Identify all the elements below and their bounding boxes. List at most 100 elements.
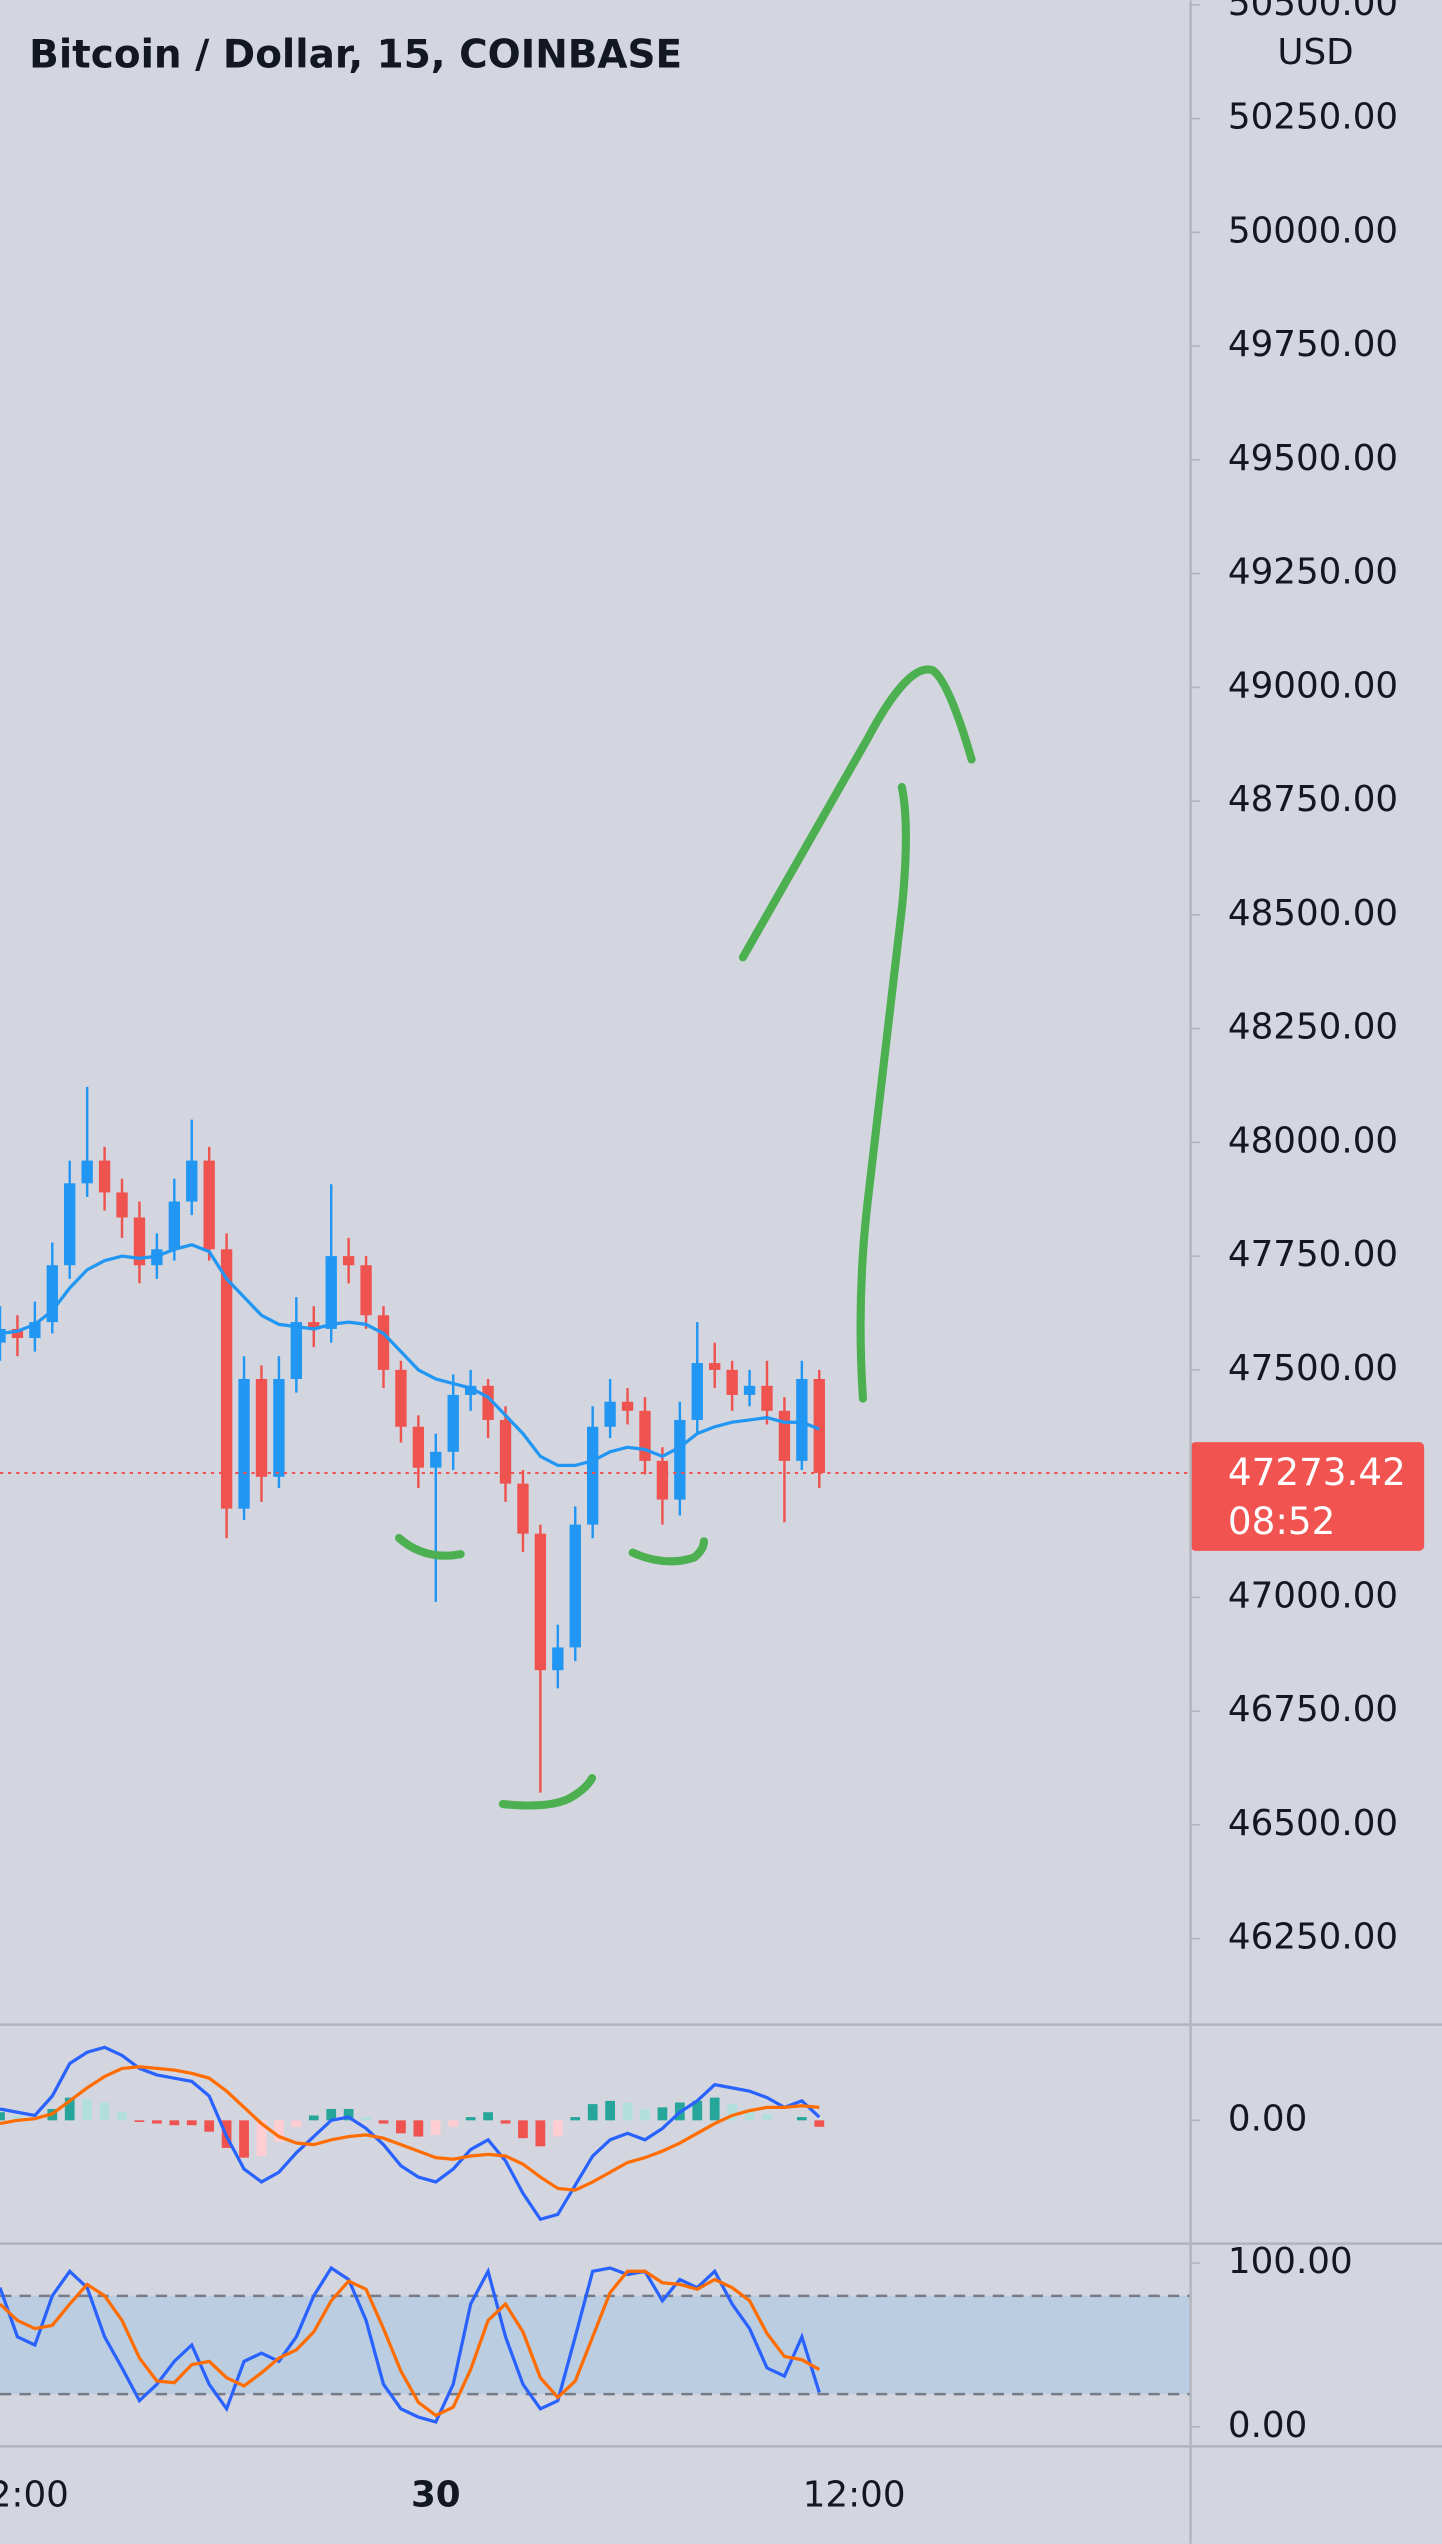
macd-histogram-bar (396, 2120, 406, 2134)
candle-body (325, 1256, 337, 1329)
candle-body (220, 1249, 233, 1509)
candle-body (46, 1265, 58, 1323)
candle-body (255, 1378, 268, 1477)
drawing (628, 1537, 709, 1566)
candle-body (430, 1451, 442, 1468)
y-tick-label: 0.00 (1228, 2098, 1307, 2139)
y-tick-label: 50500.00 (1228, 0, 1398, 24)
candle-body (377, 1315, 390, 1370)
y-tick-label: 49000.00 (1228, 665, 1398, 706)
macd-histogram-bar (274, 2120, 284, 2142)
y-tick-label: 100.00 (1228, 2241, 1353, 2282)
y-tick-label: 49250.00 (1228, 552, 1398, 593)
stoch-k-line (0, 2265, 821, 2424)
macd-histogram-bar (500, 2120, 511, 2124)
macd-histogram-bar (552, 2120, 563, 2137)
candle-body (534, 1533, 547, 1671)
candle-body (342, 1256, 355, 1266)
y-tick-label: 46750.00 (1228, 1689, 1398, 1730)
macd-histogram-bar (361, 2117, 371, 2121)
candle-body (482, 1385, 494, 1420)
candle-body (29, 1322, 41, 1339)
candle-body (569, 1524, 581, 1648)
candle-body (116, 1192, 128, 1218)
macd-histogram-bar (134, 2120, 145, 2122)
candle-body (133, 1217, 146, 1266)
y-tick-label: 0.00 (1228, 2405, 1307, 2446)
macd-histogram-bar (378, 2120, 389, 2124)
candle-body (604, 1401, 616, 1427)
macd-histogram-bar (762, 2113, 772, 2121)
candle-body (709, 1363, 721, 1370)
y-tick-label: 47000.00 (1228, 1575, 1398, 1616)
axes: 46250.0046500.0046750.0047000.0047250.00… (0, 0, 1425, 2516)
drawing (856, 782, 910, 1403)
macd-histogram-bar (326, 2108, 337, 2121)
macd-histogram-bar (814, 2120, 825, 2127)
candle-body (308, 1322, 320, 1329)
macd-histogram-bar (99, 2102, 110, 2121)
candle-body (395, 1369, 407, 1427)
candle-body (0, 1328, 6, 1343)
macd-histogram-bar (518, 2120, 528, 2139)
signal-line (0, 2065, 820, 2192)
candle-body (290, 1322, 303, 1379)
macd-histogram-bar (204, 2120, 215, 2132)
y-tick-label: 50000.00 (1228, 210, 1398, 251)
candle-body (726, 1369, 738, 1395)
candle-body (11, 1328, 24, 1339)
macd-histogram-bar (605, 2100, 615, 2121)
drawing (498, 1774, 597, 1810)
macd-histogram-bar (622, 2102, 633, 2121)
stoch-pane (0, 2265, 1191, 2424)
x-tick-label: 12:00 (0, 2475, 69, 2516)
macd-histogram-bar (796, 2117, 807, 2121)
macd-histogram-bar (117, 2112, 127, 2121)
macd-histogram-bar (727, 2104, 737, 2121)
macd-histogram-bar (640, 2108, 650, 2121)
y-tick-label: 49500.00 (1228, 438, 1398, 479)
y-tick-label: 48500.00 (1228, 893, 1398, 934)
macd-histogram-bar (152, 2120, 162, 2124)
candle-body (203, 1160, 215, 1250)
ema-line (0, 1243, 820, 1468)
macd-histogram-bar (186, 2120, 197, 2126)
macd-histogram-bar (64, 2097, 75, 2121)
candle-body (186, 1160, 198, 1202)
macd-histogram-bar (535, 2120, 546, 2147)
y-tick-label: 46250.00 (1228, 1917, 1398, 1958)
stoch-d-line (0, 2269, 821, 2418)
last-price-label: 47273.42 (1228, 1450, 1406, 1494)
macd-histogram-bar (709, 2097, 720, 2121)
candle-body (639, 1410, 651, 1461)
macd-histogram-bar (430, 2120, 441, 2135)
macd-histogram-bar (465, 2117, 476, 2121)
unit-label: USD (1277, 32, 1353, 73)
y-tick-label: 48750.00 (1228, 779, 1398, 820)
candle-body (412, 1426, 425, 1468)
x-tick-label: 12:00 (803, 2475, 906, 2516)
drawing (394, 1533, 465, 1560)
macd-histogram-bar (12, 2115, 23, 2121)
y-tick-label: 48000.00 (1228, 1120, 1398, 1161)
macd-histogram-bar (744, 2108, 755, 2121)
countdown-label: 08:52 (1228, 1499, 1335, 1543)
macd-histogram-bar (343, 2108, 354, 2121)
macd-histogram-bar (291, 2120, 302, 2127)
candle-body (691, 1363, 703, 1420)
candle-body (273, 1378, 285, 1477)
macd-histogram-bar (483, 2112, 493, 2121)
candle-body (517, 1483, 529, 1534)
candle-body (447, 1394, 459, 1452)
macd-histogram-bar (657, 2107, 668, 2121)
macd-histogram-bar (570, 2117, 581, 2121)
candle-body (360, 1265, 372, 1316)
macd-histogram-bar (692, 2100, 703, 2121)
candle-body (674, 1419, 686, 1500)
candle-body (81, 1160, 93, 1184)
x-tick-label: 30 (411, 2475, 461, 2516)
macd-histogram-bar (256, 2120, 267, 2157)
candle-body (656, 1460, 669, 1500)
macd-pane (0, 2045, 825, 2222)
